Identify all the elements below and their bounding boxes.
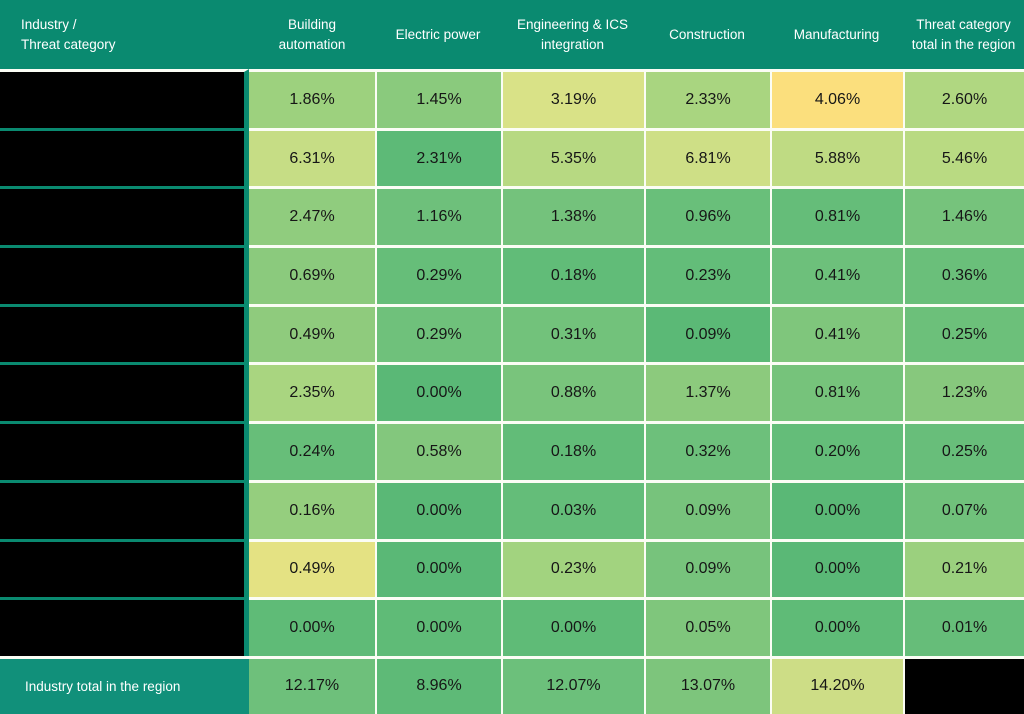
value-cell: 0.09% <box>644 538 770 598</box>
row-label-redacted <box>0 421 249 480</box>
value-cell: 0.00% <box>770 479 903 539</box>
footer-total-cell: 13.07% <box>644 655 770 714</box>
value-cell: 0.58% <box>375 421 501 480</box>
value-cell: 0.03% <box>501 479 644 539</box>
value-cell: 0.69% <box>249 245 375 304</box>
value-cell: 0.18% <box>501 421 644 480</box>
value-cell: 2.33% <box>644 69 770 128</box>
row-label-redacted <box>0 303 249 363</box>
footer-label: Industry total in the region <box>0 655 249 714</box>
value-cell: 0.00% <box>375 479 501 539</box>
value-cell: 0.25% <box>903 303 1024 363</box>
value-cell: 1.38% <box>501 186 644 246</box>
value-cell: 0.00% <box>249 597 375 656</box>
value-cell: 4.06% <box>770 69 903 128</box>
value-cell: 2.35% <box>249 362 375 422</box>
value-cell: 0.00% <box>501 597 644 656</box>
value-cell: 2.47% <box>249 186 375 246</box>
value-cell: 0.20% <box>770 421 903 480</box>
column-header: Engineering & ICS integration <box>501 0 644 69</box>
value-cell: 0.49% <box>249 538 375 598</box>
value-cell: 0.31% <box>501 303 644 363</box>
row-label-redacted <box>0 245 249 304</box>
value-cell: 0.07% <box>903 479 1024 539</box>
value-cell: 0.23% <box>644 245 770 304</box>
value-cell: 6.81% <box>644 127 770 187</box>
footer-total-cell: 8.96% <box>375 655 501 714</box>
value-cell: 0.81% <box>770 362 903 422</box>
value-cell: 0.81% <box>770 186 903 246</box>
value-cell: 2.31% <box>375 127 501 187</box>
row-label-redacted <box>0 186 249 246</box>
value-cell: 0.01% <box>903 597 1024 656</box>
value-cell: 0.23% <box>501 538 644 598</box>
value-cell: 3.19% <box>501 69 644 128</box>
row-label-redacted <box>0 479 249 539</box>
value-cell: 0.18% <box>501 245 644 304</box>
corner-header-line: Industry / <box>21 17 77 33</box>
value-cell: 0.00% <box>375 597 501 656</box>
value-cell: 1.16% <box>375 186 501 246</box>
value-cell: 0.32% <box>644 421 770 480</box>
value-cell: 0.49% <box>249 303 375 363</box>
value-cell: 0.96% <box>644 186 770 246</box>
corner-header: Industry / Threat category <box>0 0 249 69</box>
value-cell: 0.09% <box>644 479 770 539</box>
row-label-redacted <box>0 362 249 422</box>
value-cell: 0.00% <box>375 538 501 598</box>
footer-total-cell: 14.20% <box>770 655 903 714</box>
row-label-redacted <box>0 538 249 598</box>
value-cell: 6.31% <box>249 127 375 187</box>
value-cell: 0.41% <box>770 303 903 363</box>
footer-redacted-cell <box>903 655 1024 714</box>
value-cell: 0.05% <box>644 597 770 656</box>
value-cell: 0.29% <box>375 245 501 304</box>
footer-total-cell: 12.07% <box>501 655 644 714</box>
value-cell: 5.46% <box>903 127 1024 187</box>
footer-total-cell: 12.17% <box>249 655 375 714</box>
value-cell: 1.23% <box>903 362 1024 422</box>
value-cell: 0.00% <box>770 538 903 598</box>
corner-header-line: Threat category <box>21 36 116 52</box>
value-cell: 0.00% <box>770 597 903 656</box>
value-cell: 0.88% <box>501 362 644 422</box>
value-cell: 1.86% <box>249 69 375 128</box>
value-cell: 0.25% <box>903 421 1024 480</box>
value-cell: 1.46% <box>903 186 1024 246</box>
value-cell: 5.88% <box>770 127 903 187</box>
row-label-redacted <box>0 127 249 187</box>
value-cell: 0.16% <box>249 479 375 539</box>
column-header: Building automation <box>249 0 375 69</box>
value-cell: 0.00% <box>375 362 501 422</box>
column-header: Threat category total in the region <box>903 0 1024 69</box>
value-cell: 0.41% <box>770 245 903 304</box>
value-cell: 0.09% <box>644 303 770 363</box>
column-header: Electric power <box>375 0 501 69</box>
value-cell: 5.35% <box>501 127 644 187</box>
value-cell: 0.21% <box>903 538 1024 598</box>
value-cell: 0.36% <box>903 245 1024 304</box>
value-cell: 0.24% <box>249 421 375 480</box>
value-cell: 1.37% <box>644 362 770 422</box>
row-label-redacted <box>0 69 249 128</box>
value-cell: 0.29% <box>375 303 501 363</box>
value-cell: 2.60% <box>903 69 1024 128</box>
column-header: Manufacturing <box>770 0 903 69</box>
row-label-redacted <box>0 597 249 656</box>
column-header: Construction <box>644 0 770 69</box>
value-cell: 1.45% <box>375 69 501 128</box>
